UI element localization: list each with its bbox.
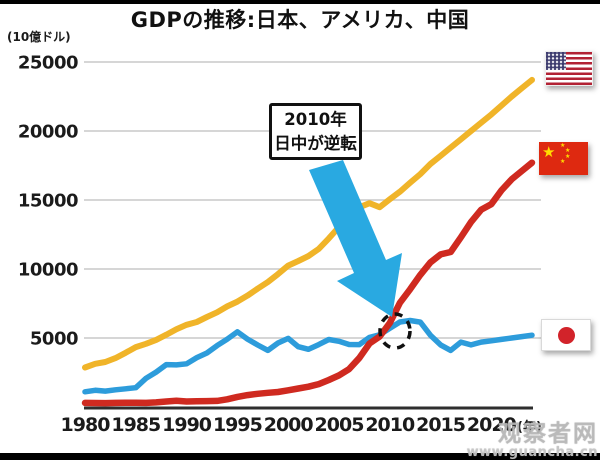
top-letterbox-bar <box>0 0 600 4</box>
y-axis-unit-label: (10億ドル) <box>7 30 71 44</box>
star-icon: ★ <box>542 143 556 161</box>
x-tick-label: 2020 <box>467 414 517 436</box>
star-icon: ★ <box>560 158 566 165</box>
usa-flag-icon <box>545 51 593 86</box>
page-title: GDPの推移:日本、アメリカ、中国 <box>130 8 470 32</box>
star-icon: ★ <box>565 153 571 160</box>
star-icon: ★ <box>565 147 571 154</box>
x-tick-label: 1985 <box>111 414 160 436</box>
japan-flag-disc <box>557 326 575 344</box>
y-tick-label: 25000 <box>18 53 78 74</box>
x-tick-label: 1980 <box>61 414 111 436</box>
x-tick-label: 2005 <box>315 414 364 436</box>
series-line-china <box>81 159 536 407</box>
y-tick-label: 15000 <box>18 191 78 212</box>
highlight-arrow-icon <box>309 160 402 317</box>
y-tick-label: 5000 <box>30 329 78 350</box>
x-tick-label: 1995 <box>213 414 262 436</box>
star-icon: ★ <box>560 142 566 149</box>
series-line-usa <box>82 76 535 371</box>
crossover-dashed-circle <box>378 312 412 350</box>
y-tick-label: 10000 <box>18 260 78 281</box>
x-tick-label: 1990 <box>162 414 212 436</box>
y-tick-label: 20000 <box>18 122 78 143</box>
x-tick-label: 2000 <box>264 414 314 436</box>
x-axis-unit-label: (年) <box>517 420 542 435</box>
bottom-letterbox-bar <box>0 453 600 460</box>
crossover-annotation-box: 2010年 日中が逆転 <box>269 103 362 160</box>
annotation-line-2: 日中が逆転 <box>274 133 357 153</box>
series-line-japan <box>82 317 535 395</box>
china-flag-icon: ★ ★ ★ ★ ★ <box>539 142 588 175</box>
x-tick-label: 2015 <box>416 414 465 436</box>
annotation-line-1: 2010年 <box>284 110 347 129</box>
x-tick-label: 2010 <box>365 414 415 436</box>
usa-flag-canton <box>546 52 566 70</box>
japan-flag-icon <box>541 319 591 351</box>
